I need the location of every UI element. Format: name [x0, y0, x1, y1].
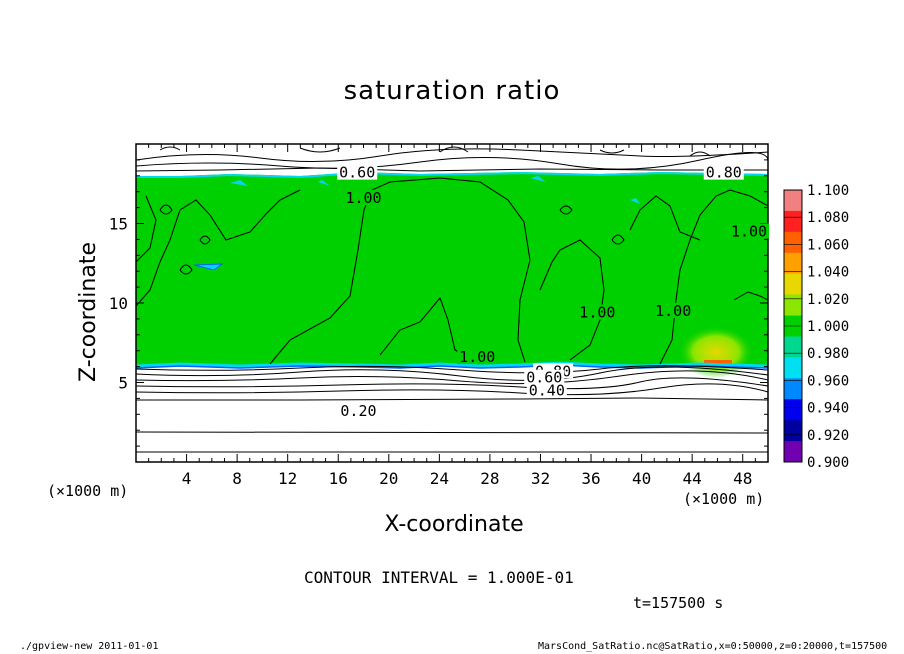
- contour-label: 0.60: [526, 369, 562, 387]
- x-tick-label: 40: [632, 469, 651, 488]
- contour-label-bg: [526, 382, 567, 398]
- x-axis-label: X-coordinate: [384, 512, 524, 537]
- x-unit-label: (×1000 m): [47, 482, 129, 500]
- contour-label: 1.00: [345, 189, 381, 207]
- y-tick-label: 5: [118, 374, 128, 393]
- colorbar-swatch: [784, 252, 802, 275]
- x-tick-label: 4: [182, 469, 192, 488]
- colorbar-swatch: [784, 357, 802, 379]
- x-tick-label: 28: [480, 469, 499, 488]
- x-axis-ticks: 4 8 12 16 20 24 28 32 36 40 44 48: [148, 144, 756, 488]
- contour-labels: 0.600.801.001.001.001.001.000.800.600.40…: [337, 164, 770, 420]
- y-tick-label: 10: [109, 294, 128, 313]
- time-label: t=157500 s: [633, 594, 724, 612]
- y-axis-ticks: 5 10 15: [109, 159, 768, 447]
- contour-label: 0.80: [706, 164, 742, 182]
- x-tick-label: 16: [329, 469, 348, 488]
- colorbar-swatch: [784, 420, 802, 442]
- colorbar-label: 1.040: [807, 265, 849, 281]
- colorbar-label: 1.100: [807, 183, 849, 199]
- contour-label-bg: [524, 369, 565, 385]
- colorbar-label: 0.920: [807, 428, 849, 444]
- colorbar-label: 1.080: [807, 210, 849, 226]
- contour-label-bg: [457, 349, 498, 365]
- contour-label-bg: [729, 223, 770, 239]
- chart-title: saturation ratio: [343, 76, 561, 106]
- x-tick-label: 12: [278, 469, 297, 488]
- contour-label-bg: [653, 302, 694, 318]
- x-tick-label: 24: [430, 469, 449, 488]
- colorbar-label: 1.000: [807, 319, 849, 335]
- footer-program-label: ./gpview-new 2011-01-01: [20, 641, 159, 652]
- colorbar-swatch: [784, 231, 802, 254]
- colorbar: 1.100 1.080 1.060 1.040 1.020 1.000 0.980 0.960…: [783, 183, 849, 471]
- saturation-field: [136, 144, 768, 462]
- contour-label: 1.00: [579, 304, 615, 322]
- x-tick-label: 8: [232, 469, 242, 488]
- colorbar-label: 1.060: [807, 237, 849, 253]
- colorbar-swatch: [784, 336, 802, 358]
- colorbar-label: 0.940: [807, 401, 849, 417]
- colorbar-label: 0.960: [807, 373, 849, 389]
- colorbar-swatch: [784, 441, 802, 463]
- colorbar-swatch: [784, 294, 802, 317]
- contour-interval-text: CONTOUR INTERVAL = 1.000E-01: [304, 568, 574, 587]
- contour-label: 0.20: [340, 402, 376, 420]
- contour-label: 1.00: [731, 222, 767, 240]
- colorbar-swatch: [784, 190, 802, 212]
- contour-label-bg: [337, 164, 378, 180]
- colorbar-label: 1.020: [807, 292, 849, 308]
- x-tick-label: 48: [733, 469, 752, 488]
- x-tick-label: 36: [581, 469, 600, 488]
- contour-label-bg: [338, 403, 379, 419]
- x-tick-label: 44: [683, 469, 702, 488]
- x-unit-label-secondary: (×1000 m): [683, 490, 765, 508]
- contour-label: 0.60: [339, 164, 375, 182]
- colorbar-label: 0.980: [807, 346, 849, 362]
- x-tick-label: 20: [379, 469, 398, 488]
- colorbar-swatch: [784, 378, 802, 400]
- colorbar-swatch: [784, 273, 802, 296]
- contour-label-bg: [577, 304, 618, 320]
- colorbar-label: 0.900: [807, 455, 849, 471]
- contour-label: 0.40: [529, 381, 565, 399]
- colorbar-swatch: [784, 210, 802, 233]
- contour-label-bg: [343, 190, 384, 206]
- contour-label-bg: [703, 164, 744, 180]
- colorbar-swatch: [784, 399, 802, 421]
- x-tick-label: 32: [531, 469, 550, 488]
- footer-source-label: MarsCond_SatRatio.nc@SatRatio,x=0:50000,…: [538, 641, 888, 652]
- contour-label: 1.00: [459, 348, 495, 366]
- y-tick-label: 15: [109, 215, 128, 234]
- contour-label: 1.00: [655, 302, 691, 320]
